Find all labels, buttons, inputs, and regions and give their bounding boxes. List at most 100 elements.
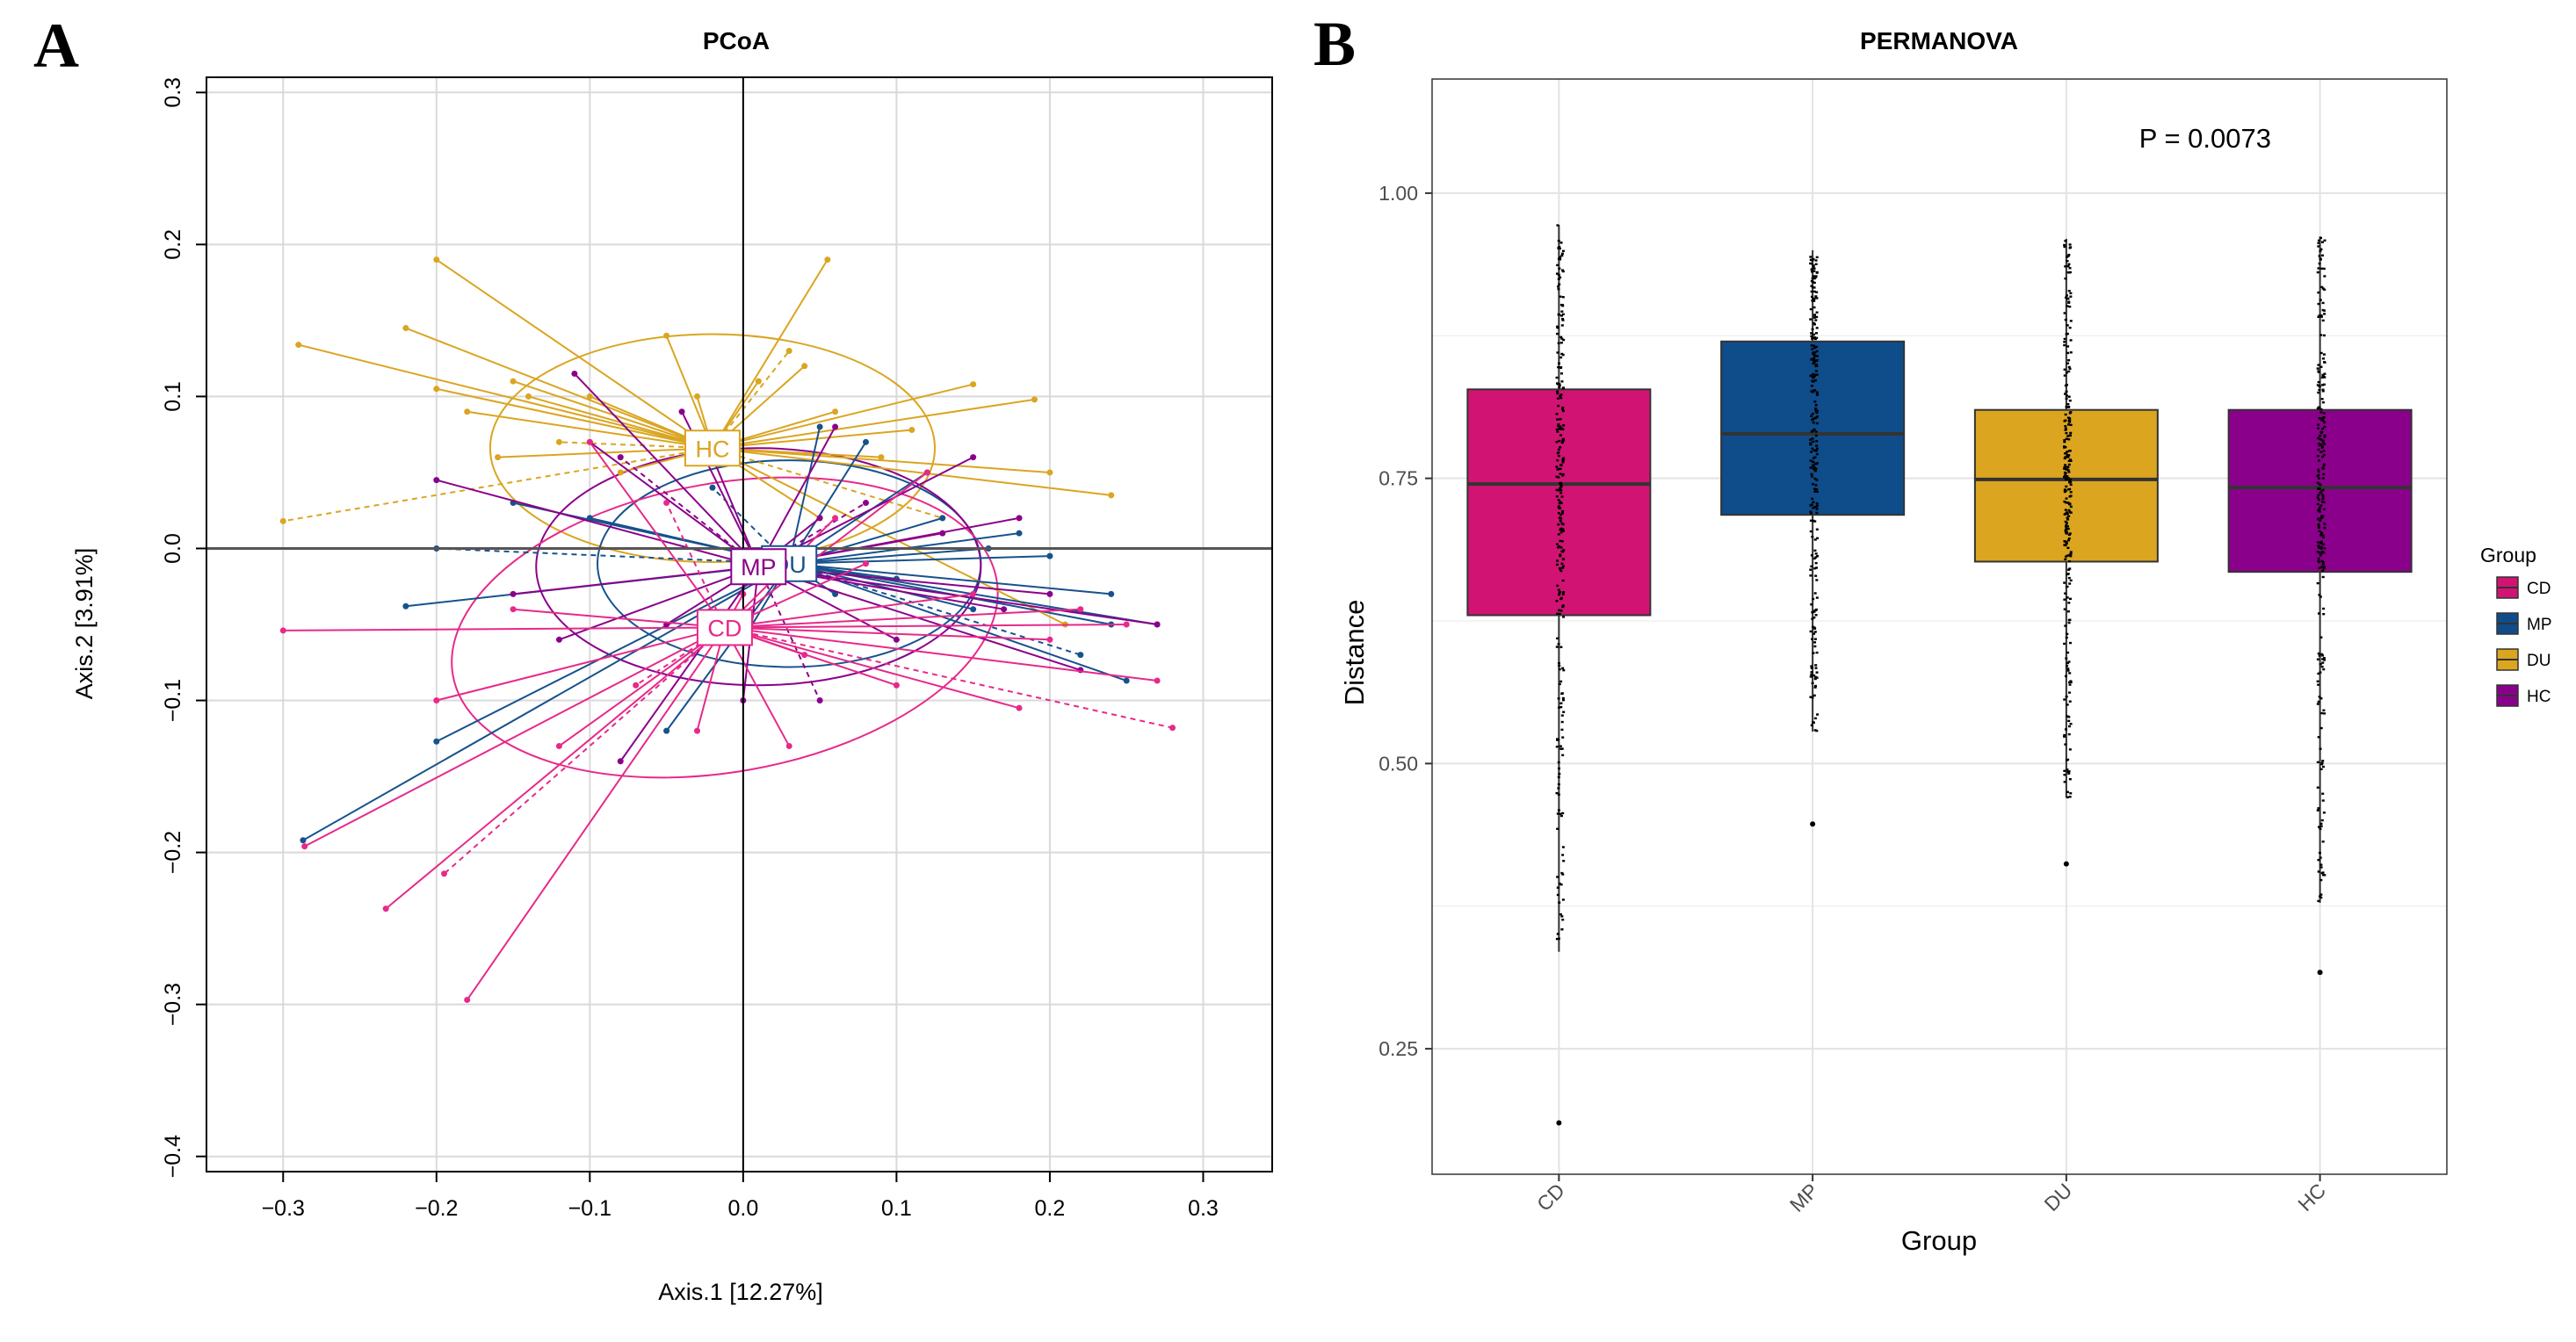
box-point-mp (1815, 490, 1819, 494)
box-point-du (2065, 406, 2068, 408)
box-point-hc (2320, 552, 2324, 555)
pcoa-point-mp (816, 515, 823, 522)
box-point-du (2066, 610, 2070, 613)
box-point-du (2068, 327, 2072, 329)
box-point-hc (2320, 761, 2324, 765)
box-point-hc (2321, 488, 2325, 492)
box-point-mp (1812, 358, 1815, 362)
box-point-du (2066, 469, 2070, 472)
box-point-hc (2317, 517, 2320, 520)
pcoa-point-hc (510, 378, 517, 385)
box-point-du (2066, 527, 2070, 530)
box-point-hc (2319, 636, 2323, 639)
box-point-cd (1559, 529, 1562, 531)
pcoa-spoke-hc (559, 441, 713, 450)
box-point-cd (1555, 745, 1559, 748)
box-point-du (2063, 439, 2066, 442)
box-point-du (2063, 245, 2066, 249)
box-point-mp (1813, 456, 1817, 458)
box-point-du (2064, 384, 2067, 387)
pcoa-spoke-hc (712, 429, 912, 450)
box-point-hc (2320, 315, 2324, 318)
box-point-mp (1811, 617, 1814, 620)
box-point-mp (1810, 430, 1813, 433)
box-point-hc (2318, 560, 2321, 564)
box-point-hc (2323, 372, 2326, 375)
box-point-cd (1557, 285, 1560, 288)
box-point-mp (1815, 729, 1819, 732)
pcoa-point-du (1123, 677, 1130, 684)
box-point-du (2065, 394, 2068, 397)
box-point-cd (1562, 668, 1566, 672)
permanova-chart: PERMANOVA 0.25 0.50 0.75 1.00 CD MP DU HC P = … (1339, 27, 2552, 1256)
box-point-hc (2318, 530, 2321, 533)
box-point-mp (1810, 268, 1813, 271)
pcoa-point-hc (495, 454, 502, 461)
box-point-cd (1559, 520, 1562, 523)
box-point-mp (1810, 554, 1813, 557)
box-point-mp (1812, 440, 1815, 444)
box-point-cd (1561, 317, 1565, 321)
box-point-cd (1556, 263, 1559, 267)
box-point-du (2069, 552, 2073, 555)
box-point-hc (2319, 314, 2323, 317)
box-point-cd (1557, 404, 1560, 408)
box-point-cd (1555, 937, 1559, 941)
pcoa-spoke-du (788, 562, 1127, 682)
box-point-du (2067, 621, 2071, 624)
box-point-du (2065, 555, 2068, 558)
box-point-du (2069, 339, 2073, 342)
box-point-mp (1813, 351, 1817, 354)
pcoa-y-tick-label: 0.2 (161, 229, 185, 260)
pcoa-point-hc (801, 363, 808, 370)
box-point-mp (1812, 257, 1815, 261)
pcoa-label-cd: CD (707, 615, 742, 641)
box-point-mp (1813, 549, 1817, 552)
pcoa-point-du (402, 602, 409, 610)
box-point-du (2063, 698, 2066, 701)
pcoa-spoke-cd (436, 626, 726, 702)
box-point-du (2067, 568, 2071, 571)
box-point-cd (1557, 662, 1560, 665)
box-point-cd (1558, 283, 1561, 285)
box-point-hc (2322, 415, 2326, 419)
box-point-du (2066, 796, 2069, 799)
box-point-hc (2322, 567, 2326, 570)
box-point-cd (1555, 495, 1559, 498)
box-point-du (2066, 345, 2070, 348)
box-point-hc (2319, 747, 2322, 750)
box-point-mp (1811, 625, 1814, 629)
box-point-mp (1813, 316, 1816, 319)
box-point-mp (1813, 270, 1816, 272)
box-point-mp (1813, 314, 1817, 316)
pcoa-spoke-du (788, 562, 973, 610)
box-point-du (2066, 259, 2069, 263)
box-point-cd (1556, 827, 1559, 830)
pcoa-spoke-cd (724, 626, 791, 747)
box-point-hc (2319, 408, 2323, 411)
box-point-mp (1813, 641, 1817, 644)
box-point-du (2066, 518, 2070, 521)
box-point-du (2065, 636, 2068, 639)
box-point-du (2065, 728, 2068, 731)
box-point-hc (2320, 501, 2324, 503)
box-point-du (2069, 551, 2073, 553)
box-point-du (2065, 431, 2068, 435)
box-point-du (2067, 395, 2071, 398)
box-point-cd (1557, 809, 1560, 812)
box-point-du (2068, 434, 2072, 437)
box-outlier-cd (1556, 1120, 1562, 1126)
box-point-mp (1810, 673, 1813, 676)
box-point-mp (1813, 299, 1816, 302)
pcoa-y-tick-label: −0.3 (161, 983, 185, 1026)
pcoa-spoke-du (436, 562, 790, 743)
box-point-mp (1815, 508, 1819, 510)
box-point-mp (1811, 299, 1814, 302)
box-point-cd (1559, 747, 1563, 750)
box-point-hc (2318, 435, 2321, 437)
pcoa-point-cd (633, 682, 640, 689)
box-point-cd (1561, 249, 1565, 253)
box-point-hc (2318, 385, 2321, 388)
box-point-du (2066, 669, 2070, 672)
pcoa-spoke-hc (283, 447, 713, 523)
